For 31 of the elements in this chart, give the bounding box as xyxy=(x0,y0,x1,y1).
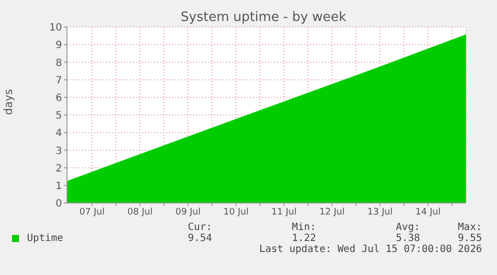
text: 9.54 xyxy=(186,233,212,244)
y-tick-label: 8 xyxy=(56,58,62,69)
text: Last update: Wed Jul 15 07:00:00 2026 xyxy=(258,244,482,255)
y-tick-label: 0 xyxy=(56,198,62,210)
y-tick-label: 1 xyxy=(56,180,62,192)
y-tick-label: 2 xyxy=(56,163,62,174)
text: Cur: xyxy=(186,222,212,233)
x-tick-label: 10 Jul xyxy=(223,207,249,218)
text: Min: xyxy=(290,222,316,233)
text: 1.22 xyxy=(290,233,316,244)
legend-label: Uptime xyxy=(26,233,64,244)
chart-title: System uptime - by week xyxy=(180,10,346,25)
x-tick-label: 08 Jul xyxy=(127,207,153,218)
y-tick-label: 5 xyxy=(56,110,62,122)
y-tick-label: 7 xyxy=(56,75,62,86)
x-tick-label: 14 Jul xyxy=(415,207,441,218)
y-axis-title: days xyxy=(2,88,15,115)
y-tick-label: 10 xyxy=(49,22,62,34)
y-tick-label: 6 xyxy=(56,92,62,104)
y-tick-label: 9 xyxy=(56,40,62,52)
y-tick-label: 4 xyxy=(56,128,62,140)
x-tick-label: 13 Jul xyxy=(367,207,393,218)
x-tick-label: 09 Jul xyxy=(175,207,201,218)
text: Avg: xyxy=(394,222,420,233)
x-tick-label: 07 Jul xyxy=(79,207,105,218)
x-tick-label: 11 Jul xyxy=(271,207,297,218)
text: 5.38 xyxy=(394,233,420,244)
text: 9.55 xyxy=(456,233,482,244)
text: Max: xyxy=(456,222,482,233)
x-tick-label: 12 Jul xyxy=(319,207,345,218)
y-tick-label: 3 xyxy=(56,146,62,157)
